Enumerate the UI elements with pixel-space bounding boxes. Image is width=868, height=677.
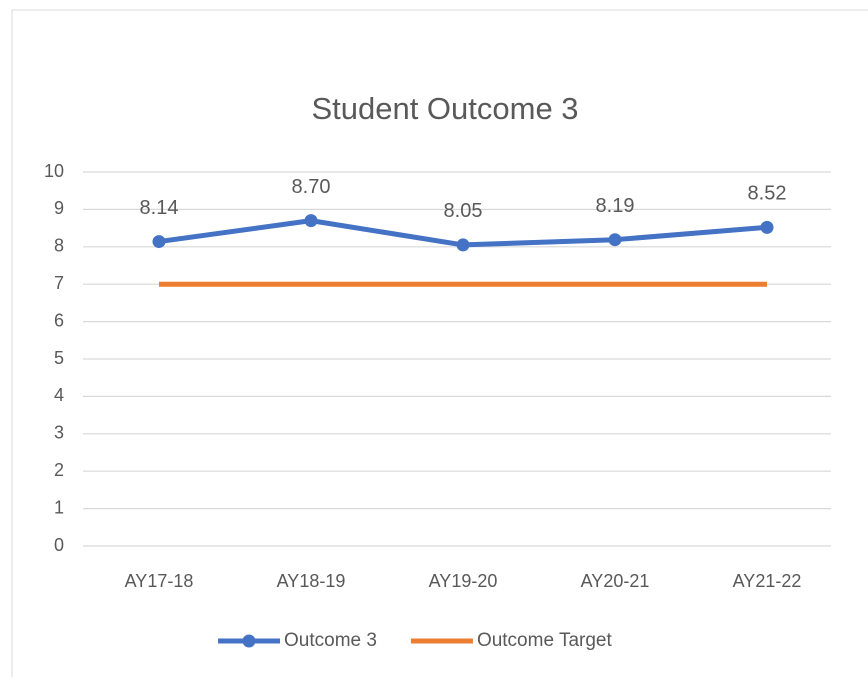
data-point — [760, 220, 774, 234]
y-tick-label: 0 — [54, 535, 64, 555]
data-point — [304, 214, 318, 228]
legend-label: Outcome Target — [477, 630, 613, 651]
y-tick-label: 4 — [54, 385, 64, 405]
data-point — [608, 233, 622, 247]
x-tick-label: AY18-19 — [277, 571, 346, 591]
y-tick-label: 8 — [54, 236, 64, 256]
y-tick-label: 10 — [44, 161, 64, 181]
data-label: 8.19 — [596, 195, 635, 217]
chart-title: Student Outcome 3 — [311, 91, 578, 126]
data-label: 8.14 — [140, 197, 179, 219]
y-tick-label: 6 — [54, 310, 64, 330]
x-tick-label: AY21-22 — [733, 571, 802, 591]
x-tick-label: AY19-20 — [429, 571, 498, 591]
data-label: 8.05 — [444, 200, 483, 222]
data-label: 8.70 — [292, 176, 331, 198]
y-tick-label: 5 — [54, 348, 64, 368]
y-tick-label: 2 — [54, 460, 64, 480]
data-label: 8.52 — [748, 183, 787, 205]
data-point — [152, 235, 166, 249]
y-tick-label: 9 — [54, 198, 64, 218]
legend-marker — [242, 634, 256, 648]
y-tick-label: 3 — [54, 423, 64, 443]
data-point — [456, 238, 470, 252]
x-tick-label: AY20-21 — [581, 571, 650, 591]
y-tick-label: 7 — [54, 273, 64, 293]
chart-border — [11, 9, 868, 677]
x-tick-label: AY17-18 — [125, 571, 194, 591]
y-tick-label: 1 — [54, 497, 64, 517]
legend-label: Outcome 3 — [284, 630, 377, 651]
